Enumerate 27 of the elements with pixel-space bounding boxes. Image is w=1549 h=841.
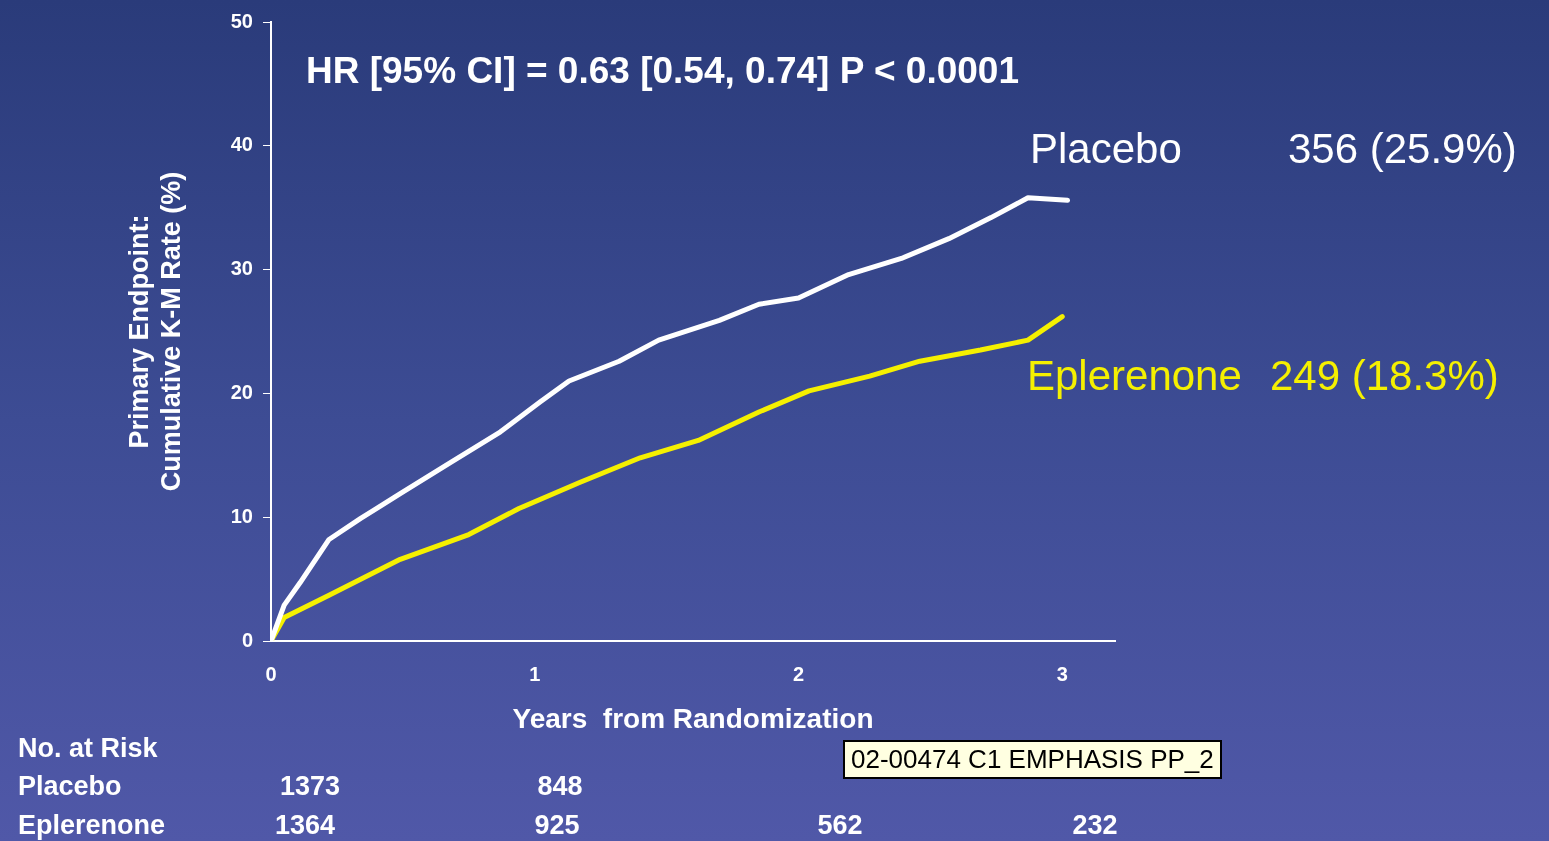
y-tick-label: 20 [230,380,253,403]
x-tick-label: 1 [529,662,541,685]
text: Eplerenone [18,810,166,841]
text: 02-00474 C1 EMPHASIS PP_2 [843,740,1222,779]
x-axis-title: Years from Randomization [512,702,874,734]
x-tick-label: 2 [792,662,805,685]
text: 232 [1072,810,1118,841]
text: 848 [537,771,583,802]
series-label: Eplerenone [1027,352,1242,400]
text: 925 [534,810,580,841]
y-tick-label: 0 [241,628,253,651]
x-tick-label: 0 [265,662,277,685]
y-axis-title: Primary Endpoint: Cumulative K-M Rate (%) [123,171,187,492]
annotation: HR [95% CI] = 0.63 [0.54, 0.74] P < 0.0001 [306,50,1020,92]
text: 1373 [279,771,341,802]
text: 562 [817,810,863,841]
text: 356 (25.9%) [1288,125,1517,173]
text: 1364 [274,810,336,841]
text: 249 (18.3%) [1270,352,1499,400]
y-tick-label: 30 [230,257,253,280]
y-tick-label: 10 [230,504,253,527]
x-tick-label: 3 [1056,662,1068,685]
text: Placebo [18,771,122,802]
series-label: Placebo [1030,125,1182,173]
y-tick-label: 50 [230,9,253,32]
text: No. at Risk [18,733,158,764]
y-tick-label: 40 [230,133,253,156]
